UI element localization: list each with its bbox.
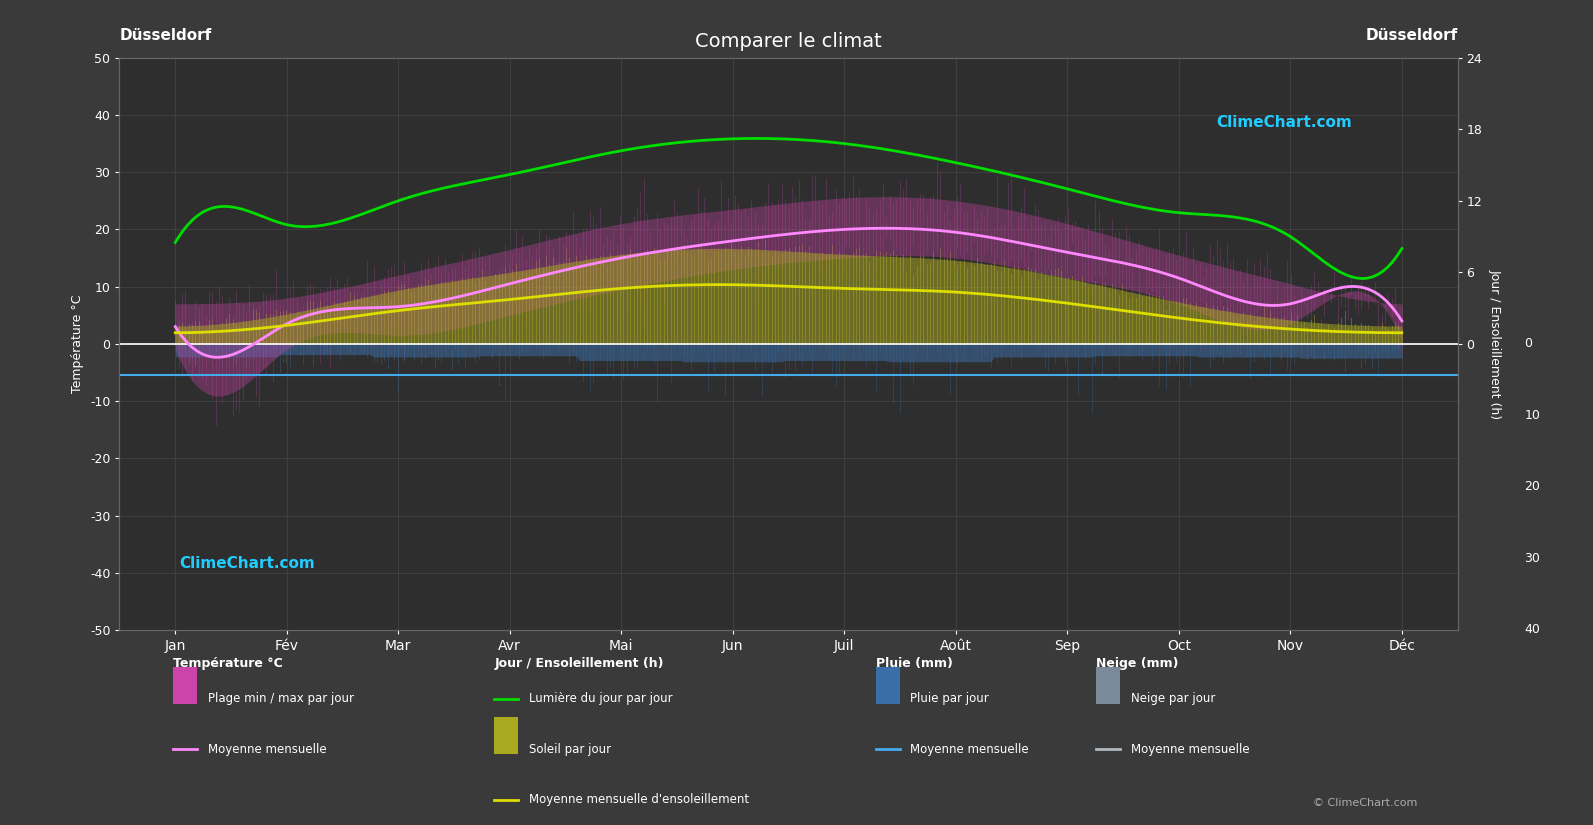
Text: 30: 30: [1525, 552, 1540, 565]
Bar: [174, 667, 198, 704]
Bar: [494, 718, 518, 755]
Text: ClimeChart.com: ClimeChart.com: [180, 555, 315, 571]
Text: Pluie (mm): Pluie (mm): [876, 657, 953, 670]
Text: 0: 0: [1525, 337, 1532, 351]
Text: 20: 20: [1525, 480, 1540, 493]
Text: 40: 40: [1525, 624, 1540, 636]
Text: © ClimeChart.com: © ClimeChart.com: [1313, 799, 1418, 808]
Text: Neige (mm): Neige (mm): [1096, 657, 1179, 670]
Y-axis label: Température °C: Température °C: [72, 295, 84, 393]
Text: Jour / Ensoleillement (h): Jour / Ensoleillement (h): [494, 657, 664, 670]
Text: Température °C: Température °C: [174, 657, 282, 670]
Text: Moyenne mensuelle d'ensoleillement: Moyenne mensuelle d'ensoleillement: [529, 794, 749, 806]
Text: Lumière du jour par jour: Lumière du jour par jour: [529, 692, 672, 705]
Text: Pluie par jour: Pluie par jour: [910, 692, 989, 705]
Text: Düsseldorf: Düsseldorf: [119, 28, 212, 44]
Bar: [1096, 667, 1120, 704]
Text: Plage min / max par jour: Plage min / max par jour: [207, 692, 354, 705]
Y-axis label: Jour / Ensoleillement (h): Jour / Ensoleillement (h): [1489, 269, 1502, 419]
Text: Düsseldorf: Düsseldorf: [1365, 28, 1458, 44]
Text: Moyenne mensuelle: Moyenne mensuelle: [1131, 743, 1251, 756]
Text: Soleil par jour: Soleil par jour: [529, 743, 612, 756]
Text: 10: 10: [1525, 409, 1540, 422]
Text: Neige par jour: Neige par jour: [1131, 692, 1215, 705]
Text: Moyenne mensuelle: Moyenne mensuelle: [910, 743, 1029, 756]
Text: Moyenne mensuelle: Moyenne mensuelle: [207, 743, 327, 756]
Title: Comparer le climat: Comparer le climat: [695, 31, 883, 50]
Bar: [876, 667, 900, 704]
Text: ClimeChart.com: ClimeChart.com: [1217, 115, 1352, 130]
